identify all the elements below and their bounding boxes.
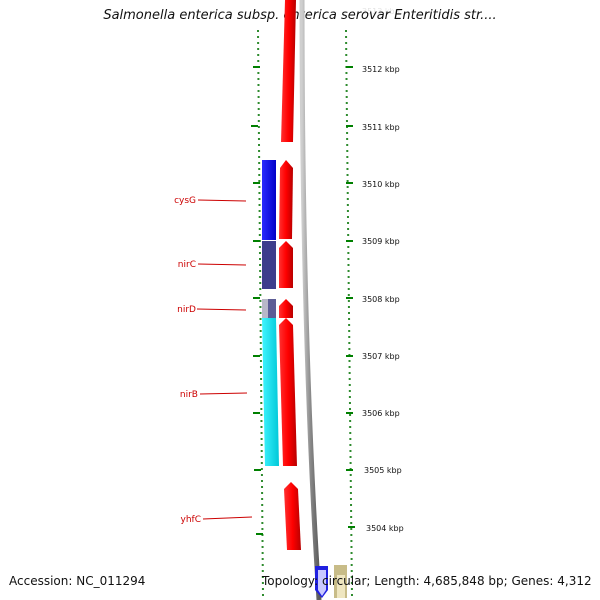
scale-label-3508: 3508 kbp <box>362 295 400 304</box>
left-dotted-track <box>257 29 264 597</box>
gene-label-nirC: nirC <box>178 260 196 270</box>
scale-label-3510: 3510 kbp <box>362 180 400 189</box>
scale-label-3512: 3512 kbp <box>362 65 400 74</box>
cds-red-cysG <box>279 160 293 239</box>
scale-label-3505: 3505 kbp <box>364 466 402 475</box>
accession-text: Accession: NC_011294 <box>9 574 146 588</box>
genome-summary-text: Topology: circular; Length: 4,685,848 bp… <box>262 574 592 588</box>
genome-backbone <box>299 0 322 600</box>
cds-red-yhfC <box>284 482 301 550</box>
cds-nirC <box>262 241 276 289</box>
cds-red-nirD <box>279 299 293 318</box>
right-dotted-track <box>345 29 353 597</box>
gene-label-lines <box>196 199 253 520</box>
cds-red-nirC <box>279 241 293 288</box>
scale-label-3504: 3504 kbp <box>366 524 404 533</box>
cds-bottom-blue-light <box>318 570 326 596</box>
gene-label-yhfC: yhfC <box>181 515 201 525</box>
cds-nirD-grey <box>262 299 268 318</box>
scale-label-3506: 3506 kbp <box>362 409 400 418</box>
scale-label-3507: 3507 kbp <box>362 352 400 361</box>
forward-cds-track <box>279 0 301 550</box>
cds-red-top <box>281 0 296 142</box>
scale-label-3511: 3511 kbp <box>362 123 400 132</box>
gene-label-cysG: cysG <box>174 196 196 206</box>
cds-cysG <box>262 160 276 240</box>
scale-label-3509: 3509 kbp <box>362 237 400 246</box>
cds-bottom-tan-inner <box>337 575 345 598</box>
gene-label-nirD: nirD <box>177 305 196 315</box>
cds-red-nirB <box>279 318 297 466</box>
cds-nirB <box>262 318 279 466</box>
gene-label-nirB: nirB <box>180 390 198 400</box>
right-major-ticks <box>346 66 355 528</box>
scale-label-3513: 3513 kbp <box>362 7 400 16</box>
left-major-ticks <box>251 66 263 535</box>
